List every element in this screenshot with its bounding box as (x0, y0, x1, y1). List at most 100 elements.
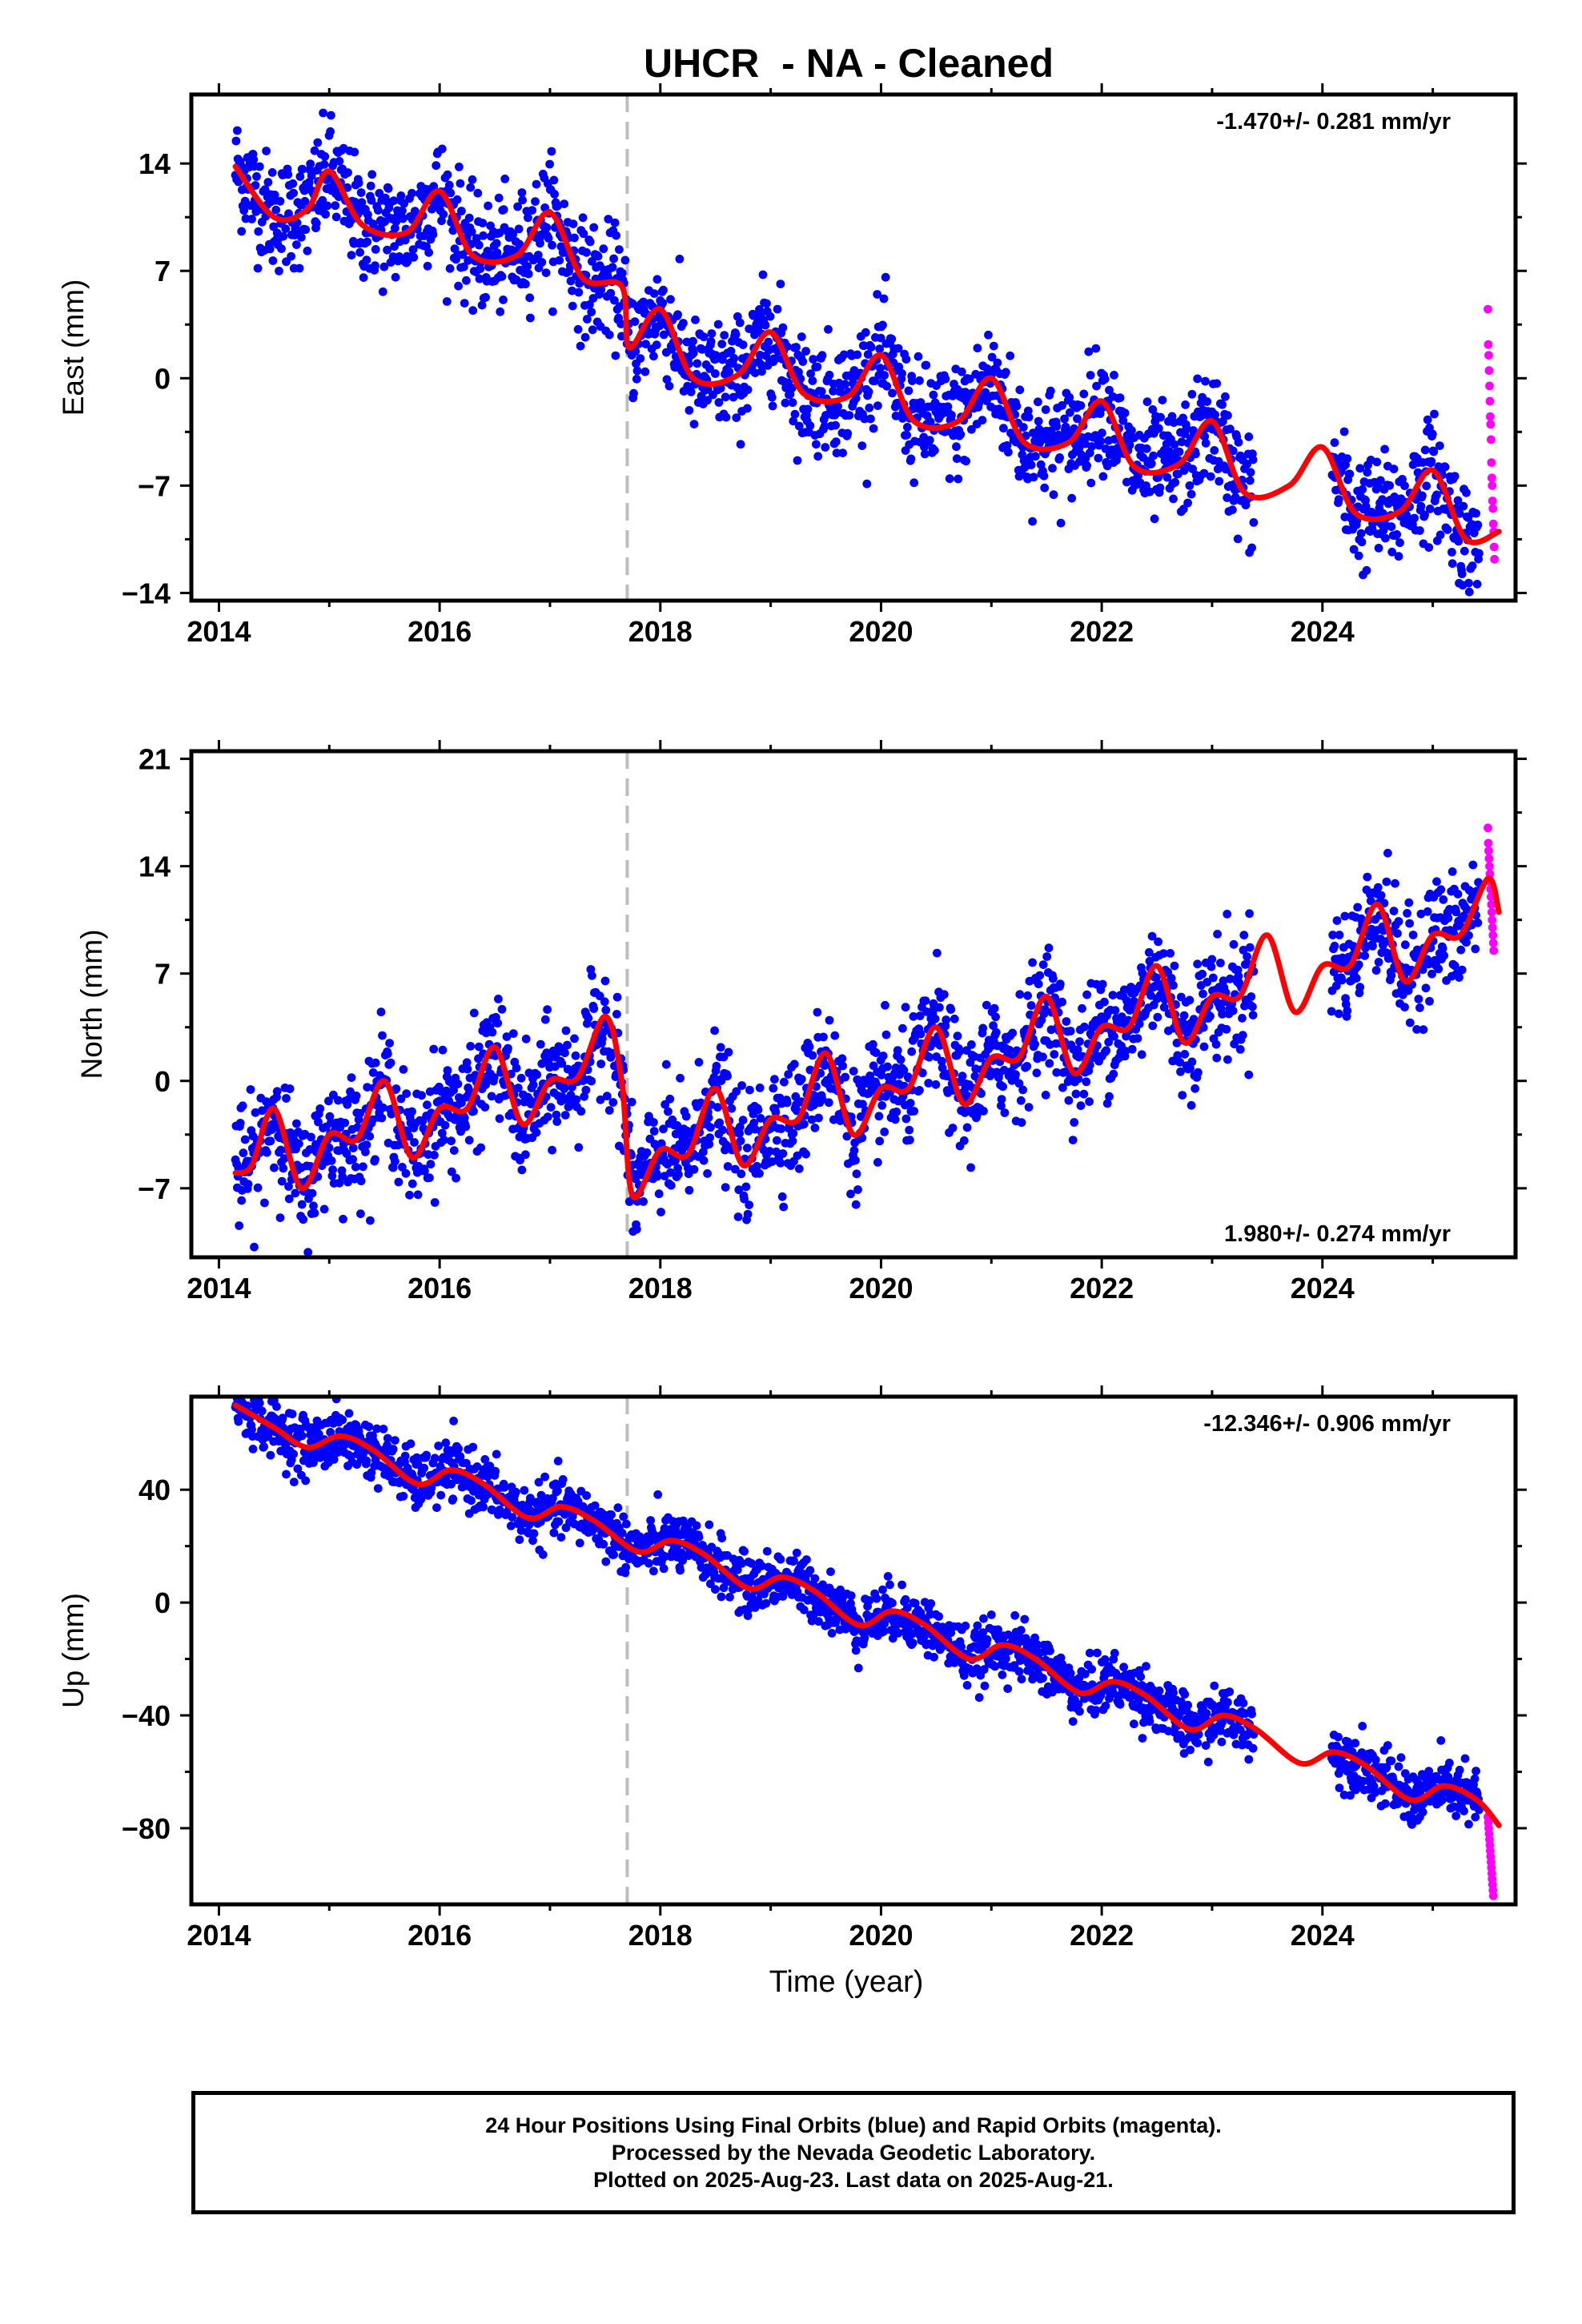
point (797, 332, 806, 341)
point (1207, 955, 1217, 964)
point (1363, 872, 1372, 882)
point (432, 161, 441, 171)
point (869, 424, 878, 433)
point (1046, 1025, 1056, 1035)
point (1243, 460, 1251, 468)
point (904, 386, 913, 396)
point (667, 344, 677, 354)
point (876, 364, 885, 373)
x-tick-label: 2024 (1291, 615, 1355, 648)
point (555, 255, 564, 265)
point (281, 224, 291, 233)
point (251, 1108, 260, 1117)
point (1243, 952, 1251, 961)
point (1012, 1046, 1022, 1055)
point (578, 213, 588, 223)
point (283, 170, 293, 179)
point (716, 1043, 725, 1052)
point (1082, 990, 1091, 999)
point (723, 1072, 732, 1081)
point (1223, 1055, 1232, 1064)
point (441, 1438, 451, 1448)
point (1050, 1050, 1059, 1059)
point (1029, 472, 1038, 482)
point (689, 420, 699, 428)
point (553, 1457, 563, 1466)
point (1145, 956, 1154, 966)
point (303, 1248, 313, 1257)
point (685, 406, 694, 415)
point (464, 213, 474, 223)
point (1410, 513, 1419, 523)
point (1144, 947, 1154, 957)
x-tick-label: 2018 (628, 615, 693, 648)
point (335, 156, 344, 166)
point (542, 223, 552, 232)
point (1193, 374, 1203, 384)
point (1464, 931, 1473, 940)
point (1362, 565, 1371, 575)
point (1391, 879, 1399, 888)
point (1248, 1011, 1258, 1019)
point (394, 1177, 404, 1187)
point (1212, 379, 1222, 388)
point (1142, 397, 1152, 407)
point (1247, 543, 1256, 553)
point (1014, 1079, 1024, 1088)
point (677, 1548, 686, 1558)
point (319, 1204, 329, 1214)
point (1110, 1006, 1120, 1015)
point (825, 370, 834, 380)
point (908, 376, 917, 385)
point (271, 205, 281, 215)
point (907, 1047, 917, 1056)
point (343, 183, 352, 192)
point (692, 1521, 701, 1530)
point (297, 232, 306, 242)
point (508, 230, 517, 239)
point (548, 307, 557, 316)
point (733, 383, 741, 392)
point (685, 1185, 694, 1195)
point (1427, 969, 1436, 979)
point (920, 449, 930, 459)
point (234, 1417, 243, 1426)
point (757, 1562, 766, 1570)
point (272, 1402, 281, 1411)
point (1186, 489, 1196, 499)
point (689, 336, 697, 346)
point (550, 190, 559, 199)
point (1045, 1059, 1054, 1068)
point (475, 274, 484, 283)
point (1447, 559, 1457, 569)
point (1031, 452, 1040, 461)
point (469, 1008, 479, 1018)
point (615, 245, 624, 254)
point (901, 1114, 911, 1124)
point (853, 1185, 862, 1194)
point (262, 147, 271, 155)
point (1174, 447, 1184, 456)
point (673, 1164, 682, 1173)
point (1066, 1027, 1075, 1035)
point (521, 279, 530, 289)
point (579, 229, 588, 239)
point (946, 1005, 956, 1014)
point (1330, 941, 1339, 951)
point (1134, 1019, 1144, 1028)
point (849, 1067, 858, 1076)
point (679, 319, 688, 328)
point (246, 1085, 255, 1094)
point (521, 1034, 531, 1043)
point (913, 352, 923, 361)
point (599, 1539, 608, 1549)
point (665, 1094, 675, 1104)
point (479, 231, 488, 240)
point (428, 230, 438, 239)
point (528, 1080, 538, 1090)
point (517, 1165, 527, 1175)
point (789, 1059, 799, 1069)
point (549, 1528, 559, 1538)
point (952, 454, 962, 464)
